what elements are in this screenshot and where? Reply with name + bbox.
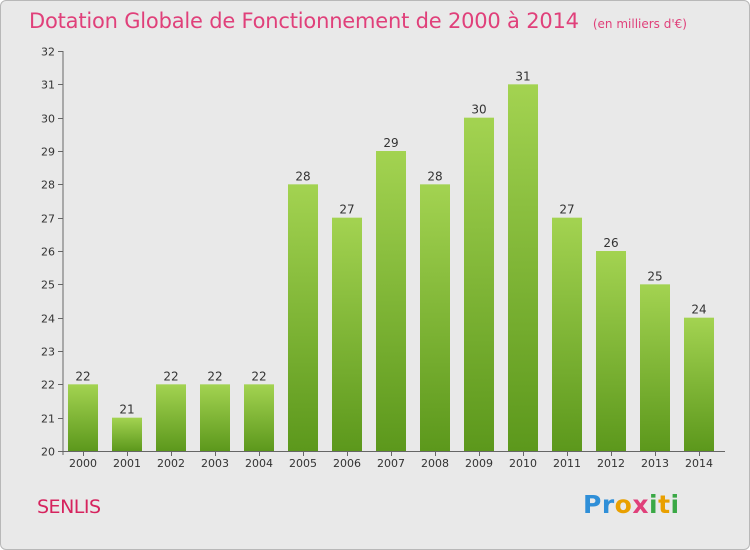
x-tick-label: 2000 [69,457,97,470]
x-tick-label: 2005 [289,457,317,470]
bar [464,117,494,452]
bar-value-label: 27 [339,203,354,217]
bar-value-label: 26 [603,236,618,250]
y-tick-label: 26 [41,246,55,259]
logo-letter: i [670,490,680,519]
y-tick-label: 20 [41,446,55,459]
bar [508,84,538,451]
x-tick-label: 2008 [421,457,449,470]
x-tick-label: 2007 [377,457,405,470]
bar-value-label: 22 [207,369,222,383]
bar [288,184,318,452]
bar [420,184,450,452]
logo-letter: P [583,490,602,519]
x-tick-label: 2009 [465,457,493,470]
logo-letter: r [601,490,615,519]
bar-value-label: 29 [383,136,398,150]
bar [112,417,142,451]
y-tick-label: 28 [41,179,55,192]
y-tick-label: 21 [41,413,55,426]
bar [332,217,362,451]
bar [244,384,274,451]
logo-letter: o [614,490,633,519]
x-tick-label: 2014 [685,457,713,470]
x-tick-label: 2012 [597,457,625,470]
x-tick-label: 2011 [553,457,581,470]
bar [68,384,98,451]
y-tick-label: 30 [41,113,55,126]
y-tick-label: 31 [41,79,55,92]
x-tick-label: 2001 [113,457,141,470]
bar [552,217,582,451]
y-tick-label: 29 [41,146,55,159]
bar [376,151,406,451]
bar [640,284,670,451]
bar-value-label: 28 [427,169,442,183]
logo-letter: x [632,490,649,519]
y-tick-label: 32 [41,46,55,59]
y-tick-label: 22 [41,379,55,392]
chart-subtitle: (en milliers d'€) [592,17,687,31]
bar-value-label: 25 [647,269,662,283]
y-tick-label: 27 [41,213,55,226]
bar [156,384,186,451]
y-tick-label: 23 [41,346,55,359]
bar-value-label: 21 [119,403,134,417]
x-tick-label: 2003 [201,457,229,470]
chart-title: Dotation Globale de Fonctionnement de 20… [29,9,687,33]
y-tick-label: 25 [41,279,55,292]
bar-value-label: 27 [559,203,574,217]
proxiti-logo[interactable]: Proxiti [583,490,680,519]
bar-value-label: 30 [471,103,486,117]
logo-letter: i [649,490,659,519]
bar-value-label: 22 [251,369,266,383]
bar [596,251,626,451]
bar-value-label: 22 [163,369,178,383]
commune-name: SENLIS [37,496,101,518]
x-tick-label: 2002 [157,457,185,470]
x-tick-label: 2010 [509,457,537,470]
x-tick-label: 2004 [245,457,273,470]
bar [200,384,230,451]
logo-letter: t [658,490,671,519]
y-tick-label: 24 [41,313,55,326]
bar-value-label: 31 [515,69,530,83]
bar-value-label: 28 [295,169,310,183]
bar-value-label: 22 [75,369,90,383]
x-tick-label: 2013 [641,457,669,470]
bar-value-label: 24 [691,303,706,317]
x-tick-label: 2006 [333,457,361,470]
chart-title-text: Dotation Globale de Fonctionnement de 20… [29,9,579,33]
bar [684,317,714,451]
